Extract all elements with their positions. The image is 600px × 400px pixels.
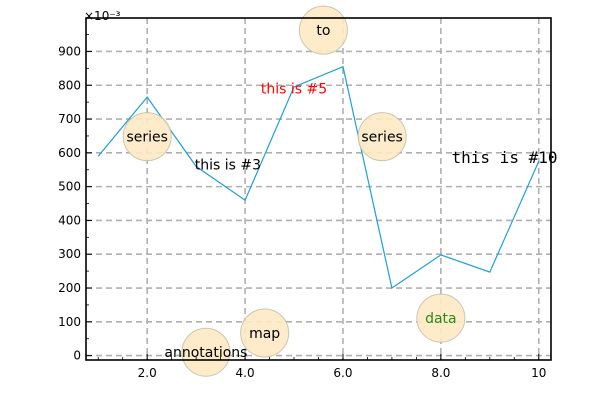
y-tick-label: 500 [58,180,81,194]
axis-ticks: 2.0 4.0 6.0 8.0 1001002003004005006007008009… [58,34,546,380]
y-tick-label: 800 [58,78,81,92]
annotation-bubble [181,327,231,377]
x-tick-label: 8.0 [431,366,450,380]
y-tick-label: 900 [58,44,81,58]
annotation-label: this is #5 [261,82,327,98]
annotation-bubble [357,112,407,162]
series-line [97,65,540,289]
x-tick-label: 2.0 [138,366,157,380]
annotation-label: this is #3 [195,158,261,174]
x-tick-label: 4.0 [236,366,255,380]
annotation-bubble [240,308,290,358]
grid-lines [86,18,551,360]
y-tick-label: 700 [58,112,81,126]
annotation-label: to [316,23,330,39]
y-tick-label: 300 [58,247,81,261]
y-tick-label: 200 [58,281,81,295]
y-scale-label: ×10⁻³ [84,9,121,23]
annotation-label: data [425,311,457,327]
annotation-label: map [249,326,280,342]
annotation-label: series [126,130,167,146]
x-tick-label: 6.0 [333,366,352,380]
y-tick-label: 100 [58,315,81,329]
annotation-label: annotations [164,345,247,361]
annotation-bubble [416,293,466,343]
y-tick-label: 600 [58,146,81,160]
x-tick-label: 10 [531,366,546,380]
annotation-label: this is #10 [452,148,558,167]
y-tick-label: 400 [58,213,81,227]
plot-frame [85,17,552,361]
series-layer [97,65,540,289]
y-tick-label: 0 [73,349,81,363]
annotation-label: series [361,130,402,146]
annotation-bubble [122,112,172,162]
